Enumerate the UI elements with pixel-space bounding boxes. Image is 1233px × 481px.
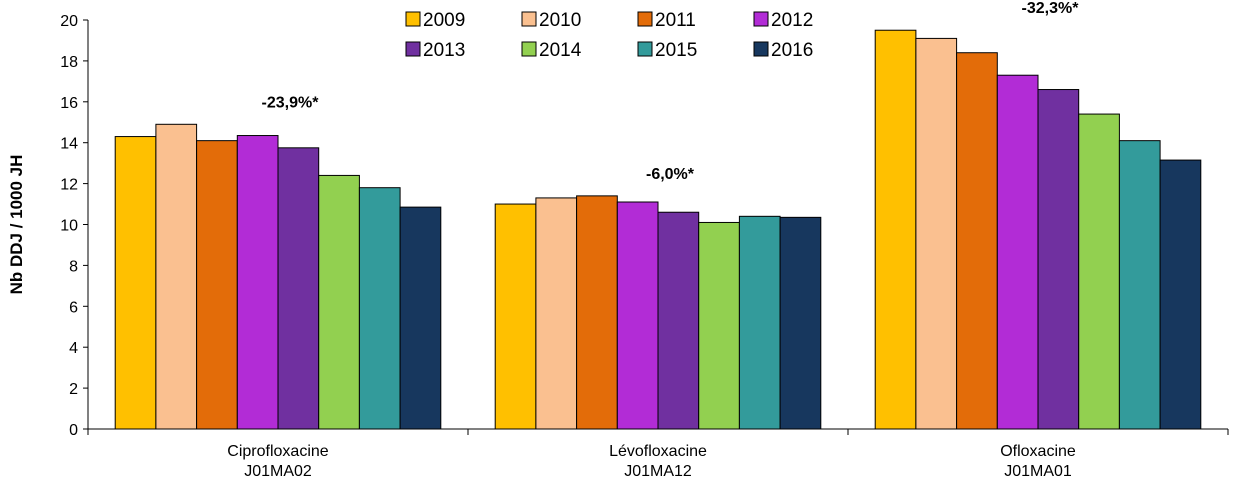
category-label: Ofloxacine [1000,443,1076,460]
y-tick-label: 16 [60,95,78,112]
category-code-label: J01MA12 [624,463,692,480]
legend-label-2010: 2010 [539,10,581,31]
bars [114,29,1202,430]
change-annotation: -23,9%* [262,94,320,111]
y-tick-label: 12 [60,177,78,194]
category-code-label: J01MA02 [244,463,312,480]
legend: 2009 2010 2011 2012 2013 2014 2015 2016 [405,10,813,61]
y-tick-label: 0 [69,422,78,439]
legend-label-2011: 2011 [655,10,696,31]
bar-2009-2 [494,203,537,430]
y-tick-label: 14 [60,136,78,153]
bar-2010-1 [155,123,198,430]
bar-2015-1 [358,187,401,430]
y-tick-label: 2 [69,381,78,398]
y-tick-label: 4 [69,340,78,357]
legend-label-2009: 2009 [423,10,465,31]
bar-2016-2 [779,216,822,430]
bar-2013-1 [277,147,320,430]
legend-swatch-2009 [405,11,421,27]
bar-2011-3 [956,52,998,430]
bar-2011-1 [196,140,238,430]
labels: Ciprofloxacine J01MA02 -23,9%* Lévofloxacin… [227,0,1079,480]
bar-2012-3 [996,74,1039,430]
bar-2015-2 [738,215,781,430]
legend-label-2012: 2012 [771,10,813,31]
change-annotation: -32,3%* [1022,0,1080,17]
legend-swatch-2010 [521,11,537,27]
y-axis-label: Nb DDJ / 1000 JH [7,155,26,295]
bar-2012-2 [616,201,659,430]
y-tick-label: 18 [60,54,78,71]
bar-2014-3 [1078,113,1120,430]
bar-2014-1 [318,174,360,430]
legend-swatch-2015 [637,41,653,57]
bar-2010-2 [535,197,578,430]
legend-swatch-2011 [637,11,653,27]
bar-2009-1 [114,136,157,430]
category-code-label: J01MA01 [1004,463,1072,480]
bar-2016-3 [1159,159,1202,430]
legend-swatch-2012 [753,11,769,27]
legend-swatch-2016 [753,41,769,57]
legend-label-2013: 2013 [423,40,465,61]
category-label: Ciprofloxacine [227,443,328,460]
legend-label-2014: 2014 [539,40,582,61]
bar-2011-2 [576,195,618,430]
legend-swatch-2014 [521,41,537,57]
legend-swatch-2013 [405,41,421,57]
bar-2009-3 [874,29,917,430]
y-tick-label: 20 [60,13,78,30]
bar-2016-1 [399,206,442,430]
bar-2013-3 [1037,89,1080,430]
bar-2013-2 [657,211,700,430]
y-tick-label: 8 [69,258,78,275]
y-tick-label: 6 [69,299,78,316]
bar-2012-1 [236,135,279,430]
bar-2014-2 [698,221,740,430]
bar-2015-3 [1118,140,1161,430]
bar-2010-3 [915,37,958,430]
category-label: Lévofloxacine [609,443,707,460]
change-annotation: -6,0%* [646,166,695,183]
legend-label-2016: 2016 [771,40,813,61]
legend-label-2015: 2015 [655,40,697,61]
y-tick-label: 10 [60,218,78,235]
